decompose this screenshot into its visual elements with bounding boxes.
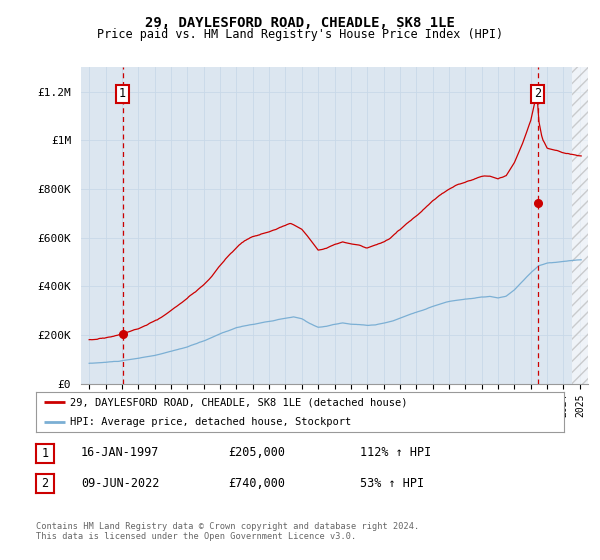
Text: 16-JAN-1997: 16-JAN-1997: [81, 446, 160, 459]
Bar: [572, 67, 588, 384]
Text: 1: 1: [41, 446, 49, 460]
Text: Contains HM Land Registry data © Crown copyright and database right 2024.
This d: Contains HM Land Registry data © Crown c…: [36, 522, 419, 542]
Text: 112% ↑ HPI: 112% ↑ HPI: [360, 446, 431, 459]
Text: 2: 2: [535, 87, 542, 100]
Text: 53% ↑ HPI: 53% ↑ HPI: [360, 477, 424, 490]
Text: 29, DAYLESFORD ROAD, CHEADLE, SK8 1LE: 29, DAYLESFORD ROAD, CHEADLE, SK8 1LE: [145, 16, 455, 30]
Text: HPI: Average price, detached house, Stockport: HPI: Average price, detached house, Stoc…: [70, 417, 352, 427]
Text: 2: 2: [41, 477, 49, 491]
Text: 09-JUN-2022: 09-JUN-2022: [81, 477, 160, 490]
Text: £740,000: £740,000: [228, 477, 285, 490]
Text: 29, DAYLESFORD ROAD, CHEADLE, SK8 1LE (detached house): 29, DAYLESFORD ROAD, CHEADLE, SK8 1LE (d…: [70, 398, 408, 408]
Text: 1: 1: [119, 87, 126, 100]
Text: £205,000: £205,000: [228, 446, 285, 459]
Text: Price paid vs. HM Land Registry's House Price Index (HPI): Price paid vs. HM Land Registry's House …: [97, 28, 503, 41]
